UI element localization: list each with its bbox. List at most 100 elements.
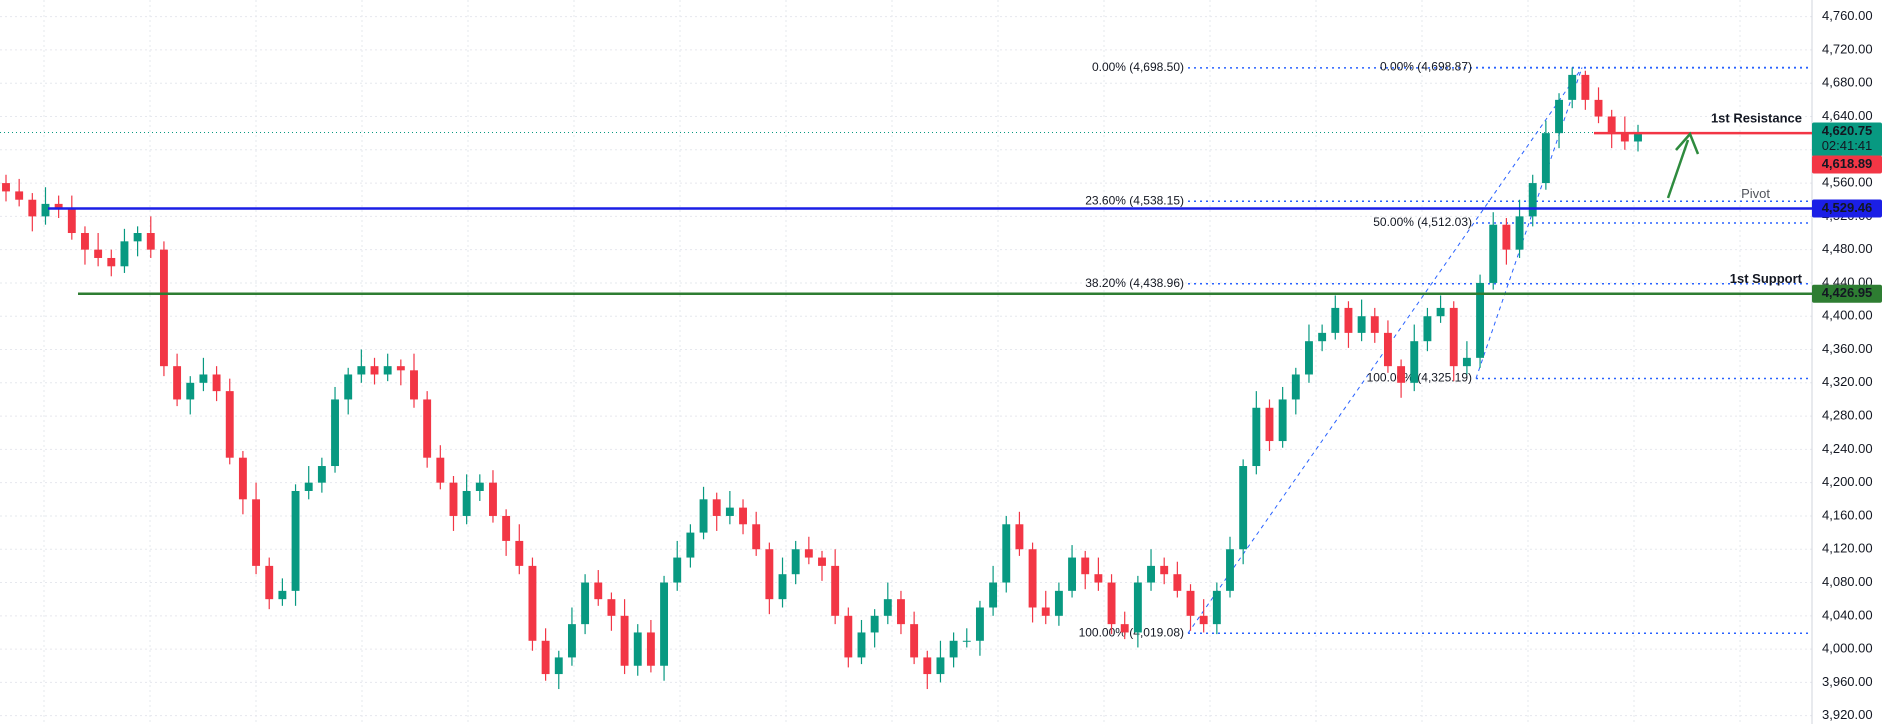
candle-body — [791, 549, 800, 575]
candle-body — [1305, 341, 1313, 375]
y-tick-label: 4,320.00 — [1822, 374, 1873, 389]
candle-body — [15, 191, 24, 200]
candle-body — [225, 391, 234, 458]
candle-body — [594, 582, 603, 600]
candle-body — [238, 457, 247, 500]
countdown-label: 02:41:41 — [1822, 138, 1873, 153]
candle-body — [370, 366, 379, 375]
candle-body — [804, 549, 813, 558]
candle-body — [1265, 407, 1274, 442]
second-price-badge — [1812, 155, 1882, 174]
candle-body — [331, 399, 339, 467]
candle-body — [1410, 341, 1419, 383]
candle-body — [1239, 466, 1248, 550]
candle-body — [1028, 549, 1037, 608]
candle-body — [133, 233, 142, 242]
y-tick-label: 4,000.00 — [1822, 641, 1873, 656]
candle-body — [962, 640, 971, 642]
y-tick-label: 3,960.00 — [1822, 674, 1873, 689]
y-tick-label: 4,680.00 — [1822, 75, 1873, 90]
level-name: 1st Support — [1730, 271, 1803, 286]
candle-body — [1291, 374, 1300, 400]
candle-body — [831, 565, 840, 616]
candle-body — [304, 482, 313, 491]
last-price-label: 4,620.75 — [1822, 123, 1873, 138]
candle-body — [818, 557, 826, 566]
level-badge — [1812, 199, 1882, 218]
candle-body — [699, 499, 708, 533]
candle-body — [844, 615, 853, 658]
candle-body — [1278, 399, 1287, 442]
candle-body — [1515, 216, 1524, 250]
level-badge-label: 4,426.95 — [1822, 285, 1873, 300]
candle-body — [1370, 316, 1379, 333]
candle-body — [1383, 332, 1392, 367]
y-tick-label: 4,120.00 — [1822, 541, 1873, 556]
candle-body — [1212, 590, 1221, 625]
level-name: Pivot — [1741, 186, 1770, 201]
candle-body — [120, 241, 129, 267]
candle-body — [1476, 282, 1485, 358]
candle-body — [1357, 316, 1366, 333]
y-tick-label: 4,040.00 — [1822, 607, 1873, 622]
candle-body — [1594, 99, 1603, 117]
candle-body — [423, 399, 432, 458]
candle-body — [94, 249, 103, 258]
candle-body — [870, 615, 879, 633]
candle-body — [1081, 557, 1090, 575]
candle-body — [1449, 307, 1458, 367]
candle-body — [410, 370, 418, 400]
candle-body — [1462, 357, 1471, 367]
candle-body — [278, 590, 287, 600]
candle-body — [489, 482, 497, 516]
candle-body — [778, 574, 787, 600]
fib-level-label: 38.20% (4,438.96) — [1085, 276, 1184, 290]
second-price-label: 4,618.89 — [1822, 156, 1873, 171]
candle-body — [383, 366, 392, 375]
candle-body — [28, 199, 37, 217]
candle-body — [1107, 582, 1116, 625]
candle-body — [673, 557, 682, 583]
candle-body — [739, 507, 747, 525]
y-tick-label: 4,280.00 — [1822, 408, 1873, 423]
candle-body — [317, 466, 326, 483]
y-tick-label: 4,400.00 — [1822, 308, 1873, 323]
candle-body — [1344, 307, 1353, 333]
candle-body — [1120, 624, 1129, 633]
candle-body — [2, 183, 10, 192]
candle-body — [1173, 574, 1182, 591]
candle-body — [1318, 332, 1327, 342]
candle-body — [344, 374, 353, 400]
candle-body — [897, 599, 905, 625]
candle-body — [265, 565, 274, 600]
candle-body — [1226, 549, 1234, 591]
candle-body — [1397, 366, 1406, 383]
candle-body — [186, 382, 195, 400]
candle-body — [725, 507, 734, 516]
candle-body — [752, 524, 761, 550]
candle-body — [949, 640, 958, 658]
y-tick-label: 4,640.00 — [1822, 108, 1873, 123]
candle-body — [1015, 524, 1024, 550]
candle-body — [989, 582, 998, 608]
candle-body — [212, 374, 221, 392]
candle-body — [883, 599, 892, 616]
candle-body — [146, 233, 155, 250]
candle-body — [291, 490, 300, 591]
candle-body — [1041, 607, 1050, 616]
candle-body — [449, 482, 458, 516]
candle-body — [712, 499, 721, 516]
candle-body — [936, 657, 945, 675]
candle-body — [1423, 316, 1432, 342]
candle-body — [528, 565, 537, 641]
candle-body — [515, 540, 524, 566]
level-badge-label: 4,529.46 — [1822, 200, 1873, 215]
candle-body — [199, 374, 208, 383]
candle-body — [1133, 582, 1142, 633]
level-name: 1st Resistance — [1711, 111, 1802, 126]
candle-body — [67, 208, 76, 234]
candle-body — [1160, 565, 1169, 575]
candle-body — [1581, 74, 1590, 100]
